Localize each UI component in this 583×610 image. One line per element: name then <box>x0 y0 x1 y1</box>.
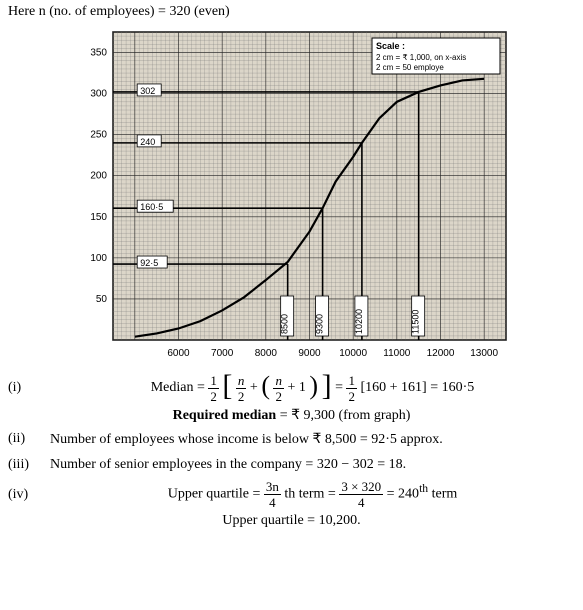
req-val: = ₹ 9,300 (from graph) <box>280 408 411 423</box>
required-median-line: Required median = ₹ 9,300 (from graph) <box>8 407 575 424</box>
svg-text:302: 302 <box>140 86 155 96</box>
req-label: Required median <box>173 408 277 423</box>
median-formula: Median = 1 2 [ n 2 + ( n 2 + 1 ) ] = 1 2 <box>50 373 575 403</box>
svg-text:50: 50 <box>96 294 108 305</box>
svg-text:2 cm = 50 employe: 2 cm = 50 employe <box>376 63 444 72</box>
svg-text:7000: 7000 <box>211 348 234 359</box>
roman-ii: (ii) <box>8 431 50 447</box>
text-iii: Number of senior employees in the compan… <box>50 457 575 473</box>
median-mid: [160 + 161] = 160·5 <box>360 380 474 395</box>
frac-3n4: 3n 4 <box>264 480 281 509</box>
svg-text:150: 150 <box>90 212 107 223</box>
svg-text:160·5: 160·5 <box>140 202 163 212</box>
uq-formula: Upper quartile = 3n 4 th term = 3 × 320 … <box>50 480 575 509</box>
header-line: Here n (no. of employees) = 320 (even) <box>8 4 575 20</box>
row-iv: (iv) Upper quartile = 3n 4 th term = 3 ×… <box>8 480 575 509</box>
svg-text:11000: 11000 <box>383 348 411 359</box>
eq1: = <box>335 380 346 395</box>
sup-th: th <box>419 482 428 495</box>
lparen: ( <box>261 373 270 399</box>
solution-body: (i) Median = 1 2 [ n 2 + ( n 2 + 1 ) ] = <box>8 373 575 529</box>
half-2: 1 2 <box>346 374 357 403</box>
header-text: Here n (no. of employees) = 320 (even) <box>8 4 230 19</box>
uq-label: Upper quartile <box>168 487 249 502</box>
median-pre: Median = <box>151 380 205 395</box>
rparen: ) <box>309 373 318 399</box>
thterm: term <box>428 487 457 502</box>
svg-text:Scale :: Scale : <box>376 41 405 51</box>
svg-text:350: 350 <box>90 48 107 59</box>
svg-text:2 cm = ₹ 1,000, on x-axis: 2 cm = ₹ 1,000, on x-axis <box>376 53 466 62</box>
half-1: 1 2 <box>208 374 219 403</box>
svg-text:8500: 8500 <box>280 314 290 334</box>
svg-text:250: 250 <box>90 130 107 141</box>
row-i: (i) Median = 1 2 [ n 2 + ( n 2 + 1 ) ] = <box>8 373 575 403</box>
svg-text:200: 200 <box>90 171 107 182</box>
svg-text:13000: 13000 <box>470 348 498 359</box>
roman-i: (i) <box>8 380 50 396</box>
uq-value-line: Upper quartile = 10,200. <box>8 513 575 529</box>
rbracket: ] <box>322 371 332 401</box>
svg-text:240: 240 <box>140 137 155 147</box>
svg-text:8000: 8000 <box>255 348 278 359</box>
svg-text:12000: 12000 <box>427 348 455 359</box>
svg-text:100: 100 <box>90 253 107 264</box>
svg-text:6000: 6000 <box>167 348 190 359</box>
svg-text:92·5: 92·5 <box>140 258 158 268</box>
chart-container: 302 240 160·5 92·5 8500 9300 10200 11500 6000 700… <box>8 24 575 367</box>
lbracket: [ <box>222 371 232 401</box>
uq-suffix: = 240 <box>387 487 419 502</box>
row-ii: (ii) Number of employees whose income is… <box>8 428 575 450</box>
svg-text:10000: 10000 <box>339 348 367 359</box>
uq-eq1: = <box>252 487 263 502</box>
svg-text:300: 300 <box>90 89 107 100</box>
th1: th term = <box>284 487 339 502</box>
plus: + <box>250 380 261 395</box>
frac-calc: 3 × 320 4 <box>339 480 383 509</box>
plus1: + 1 <box>287 380 305 395</box>
ogive-chart: 302 240 160·5 92·5 8500 9300 10200 11500 6000 700… <box>69 24 514 362</box>
n-over-2: n 2 <box>236 374 247 403</box>
roman-iii: (iii) <box>8 457 50 473</box>
roman-iv: (iv) <box>8 487 50 503</box>
svg-text:9300: 9300 <box>315 314 325 334</box>
svg-text:10200: 10200 <box>354 309 364 334</box>
svg-text:11500: 11500 <box>411 310 421 334</box>
n-over-2-b: n 2 <box>273 374 284 403</box>
row-iii: (iii) Number of senior employees in the … <box>8 454 575 476</box>
text-ii: Number of employees whose income is belo… <box>50 431 575 448</box>
svg-text:9000: 9000 <box>298 348 321 359</box>
